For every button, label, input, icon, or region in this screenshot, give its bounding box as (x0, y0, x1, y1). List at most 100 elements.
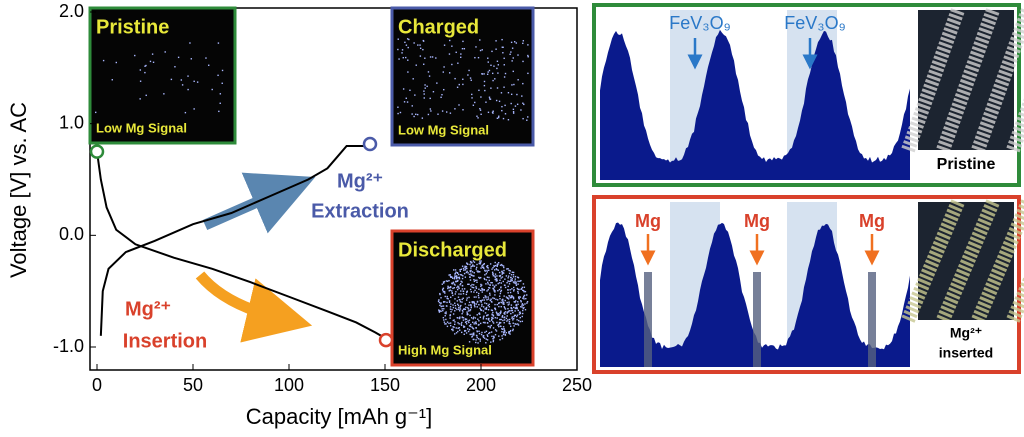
signal-dot (149, 60, 152, 63)
signal-dot (507, 277, 509, 279)
signal-dot (443, 321, 446, 323)
signal-dot (502, 326, 505, 328)
signal-dot (499, 264, 502, 266)
signal-dot (456, 280, 458, 282)
signal-dot (500, 318, 502, 321)
signal-dot (516, 93, 518, 96)
signal-dot (452, 329, 454, 332)
signal-dot (134, 54, 136, 57)
signal-dot (477, 117, 479, 119)
signal-dot (441, 283, 444, 285)
signal-dot (473, 278, 475, 281)
signal-dot (487, 298, 490, 300)
signal-dot (211, 88, 213, 91)
signal-dot (473, 334, 475, 336)
signal-dot (500, 289, 503, 292)
signal-dot (519, 296, 522, 298)
signal-dot (451, 283, 453, 285)
signal-dot (462, 311, 464, 313)
profile (600, 222, 910, 367)
signal-dot (495, 40, 497, 42)
signal-dot (492, 317, 494, 320)
signal-dot (512, 112, 515, 114)
signal-dot (490, 64, 492, 66)
signal-dot (454, 284, 456, 286)
signal-dot (504, 311, 507, 313)
signal-dot (468, 301, 471, 304)
signal-dot (470, 317, 473, 319)
signal-dot (452, 287, 454, 290)
signal-dot (467, 320, 469, 322)
signal-dot (481, 289, 483, 291)
signal-dot (463, 272, 466, 275)
signal-dot (511, 84, 513, 86)
signal-dot (447, 285, 449, 288)
signal-dot (464, 303, 466, 305)
signal-dot (463, 308, 465, 310)
signal-dot (144, 71, 146, 74)
signal-dot (462, 40, 464, 43)
signal-dot (523, 103, 525, 106)
signal-dot (448, 300, 451, 302)
signal-dot (432, 91, 435, 93)
signal-dot (486, 264, 489, 267)
signal-dot (446, 325, 449, 328)
signal-dot (519, 312, 522, 315)
signal-dot (514, 278, 517, 280)
signal-dot (449, 324, 452, 327)
signal-dot (447, 287, 449, 290)
signal-dot (459, 270, 462, 272)
signal-dot (453, 287, 455, 289)
signal-dot (458, 83, 460, 86)
signal-dot (474, 321, 476, 324)
signal-dot (510, 102, 512, 105)
signal-dot (428, 75, 431, 77)
signal-dot (402, 57, 404, 59)
signal-dot (476, 330, 478, 332)
signal-dot (492, 72, 494, 75)
signal-dot (496, 263, 499, 265)
signal-dot (477, 270, 479, 272)
signal-dot (503, 295, 505, 297)
signal-dot (475, 334, 478, 337)
signal-dot (489, 325, 491, 328)
inset-title: Pristine (96, 16, 169, 38)
signal-dot (496, 87, 499, 89)
signal-dot (471, 286, 473, 289)
signal-dot (475, 266, 478, 269)
signal-dot (501, 46, 504, 48)
signal-dot (196, 81, 199, 83)
signal-dot (419, 47, 422, 49)
annotation: Mg²⁺ (337, 170, 383, 192)
x-tick-label: 100 (274, 375, 304, 395)
signal-dot (492, 79, 494, 82)
signal-dot (496, 265, 498, 268)
signal-dot (494, 316, 497, 319)
signal-dot (461, 288, 464, 290)
signal-dot (502, 319, 504, 322)
signal-dot (477, 294, 480, 297)
signal-dot (460, 290, 462, 292)
signal-dot (163, 93, 165, 95)
signal-dot (444, 323, 446, 325)
signal-dot (487, 289, 489, 291)
signal-dot (479, 107, 481, 110)
signal-dot (486, 322, 489, 324)
signal-dot (480, 283, 482, 286)
signal-dot (458, 277, 461, 280)
signal-dot (145, 64, 147, 67)
arrow (195, 271, 313, 343)
signal-dot (489, 331, 491, 334)
signal-dot (495, 268, 498, 270)
signal-dot (460, 331, 463, 334)
signal-dot (486, 299, 488, 301)
signal-dot (450, 276, 452, 278)
signal-dot (520, 301, 522, 303)
signal-dot (512, 108, 515, 111)
signal-dot (452, 313, 455, 315)
signal-dot (508, 283, 511, 285)
signal-dot (397, 48, 399, 51)
signal-dot (472, 317, 474, 320)
signal-dot (456, 300, 458, 302)
signal-dot (518, 313, 521, 315)
